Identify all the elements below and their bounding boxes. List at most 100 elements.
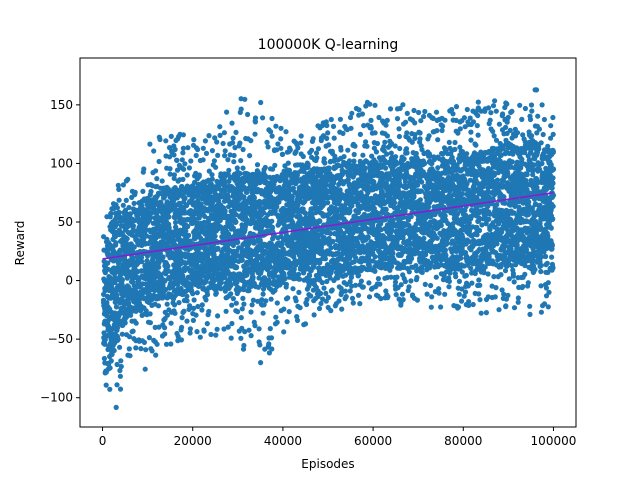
scatter-point — [453, 104, 460, 110]
scatter-point — [285, 295, 291, 301]
scatter-point — [468, 265, 474, 271]
scatter-point — [337, 116, 343, 122]
scatter-point — [530, 172, 536, 178]
scatter-point — [209, 176, 215, 182]
scatter-point — [178, 337, 184, 343]
scatter-point — [310, 136, 316, 142]
scatter-point — [117, 344, 123, 350]
scatter-point — [466, 239, 473, 245]
scatter-point — [206, 133, 212, 139]
scatter-point — [328, 308, 334, 314]
scatter-point — [269, 218, 275, 224]
scatter-point — [375, 276, 381, 282]
scatter-point — [440, 123, 446, 129]
scatter-point — [278, 233, 284, 240]
scatter-point — [159, 178, 165, 184]
scatter-point — [167, 166, 173, 172]
scatter-point — [117, 386, 124, 392]
scatter-point — [376, 114, 382, 121]
scatter-point — [119, 331, 125, 337]
scatter-point — [351, 158, 357, 164]
scatter-point — [408, 214, 414, 220]
scatter-point — [230, 140, 236, 146]
scatter-point — [114, 205, 120, 211]
scatter-point — [446, 278, 452, 284]
scatter-point — [154, 341, 160, 347]
scatter-point — [355, 292, 362, 298]
scatter-point — [213, 332, 219, 338]
scatter-point — [250, 297, 256, 303]
scatter-point — [267, 326, 273, 332]
scatter-point — [499, 287, 505, 293]
scatter-point — [185, 145, 191, 151]
scatter-point — [364, 143, 370, 149]
scatter-point — [193, 312, 199, 318]
scatter-point — [274, 300, 280, 306]
scatter-point — [371, 179, 377, 185]
scatter-point — [383, 288, 389, 294]
scatter-point — [366, 294, 373, 300]
scatter-point — [529, 108, 535, 114]
scatter-point — [491, 133, 497, 139]
scatter-point — [304, 296, 310, 303]
scatter-point — [269, 346, 275, 352]
scatter-point — [146, 335, 152, 341]
scatter-point — [180, 145, 186, 151]
scatter-point — [235, 309, 241, 315]
scatter-point — [430, 115, 436, 121]
scatter-point — [466, 299, 472, 305]
scatter-point — [297, 305, 303, 311]
scatter-point — [483, 310, 489, 316]
scatter-point — [459, 286, 465, 292]
scatter-point — [360, 284, 366, 290]
scatter-point — [314, 155, 320, 161]
scatter-point — [181, 166, 187, 172]
scatter-point — [418, 118, 424, 124]
scatter-point — [522, 271, 528, 277]
scatter-point — [176, 300, 182, 306]
scatter-point — [462, 289, 469, 295]
scatter-point — [475, 99, 481, 105]
scatter-point — [412, 135, 418, 141]
scatter-point — [162, 331, 168, 337]
scatter-point — [464, 106, 470, 113]
scatter-point — [331, 135, 337, 141]
scatter-point — [519, 116, 525, 122]
scatter-point — [443, 147, 449, 153]
scatter-point — [406, 269, 412, 275]
scatter-point — [213, 164, 219, 170]
scatter-point — [195, 146, 201, 153]
scatter-point — [457, 144, 463, 150]
scatter-point — [503, 303, 509, 309]
scatter-point — [227, 152, 233, 158]
scatter-point — [241, 287, 247, 293]
scatter-point — [252, 115, 259, 121]
scatter-series — [100, 87, 557, 410]
scatter-point — [348, 125, 354, 131]
scatter-point — [171, 152, 177, 158]
scatter-point — [388, 150, 394, 156]
scatter-point — [507, 127, 513, 133]
scatter-point — [469, 280, 475, 286]
scatter-point — [325, 294, 331, 301]
scatter-point — [498, 272, 504, 278]
scatter-point — [328, 204, 334, 210]
scatter-point — [222, 153, 228, 159]
scatter-point — [265, 144, 271, 150]
scatter-point — [162, 325, 168, 331]
plot-area — [100, 87, 557, 410]
scatter-point — [411, 107, 417, 114]
scatter-point — [290, 286, 296, 292]
scatter-point — [224, 109, 230, 115]
scatter-point — [187, 303, 193, 309]
scatter-point — [184, 172, 190, 178]
scatter-point — [463, 272, 469, 278]
scatter-point — [327, 275, 333, 281]
scatter-point — [240, 295, 246, 301]
scatter-point — [490, 128, 496, 134]
scatter-point — [278, 136, 284, 142]
scatter-point — [352, 143, 358, 149]
scatter-point — [495, 257, 501, 263]
scatter-point — [406, 284, 412, 290]
scatter-point — [116, 209, 122, 215]
